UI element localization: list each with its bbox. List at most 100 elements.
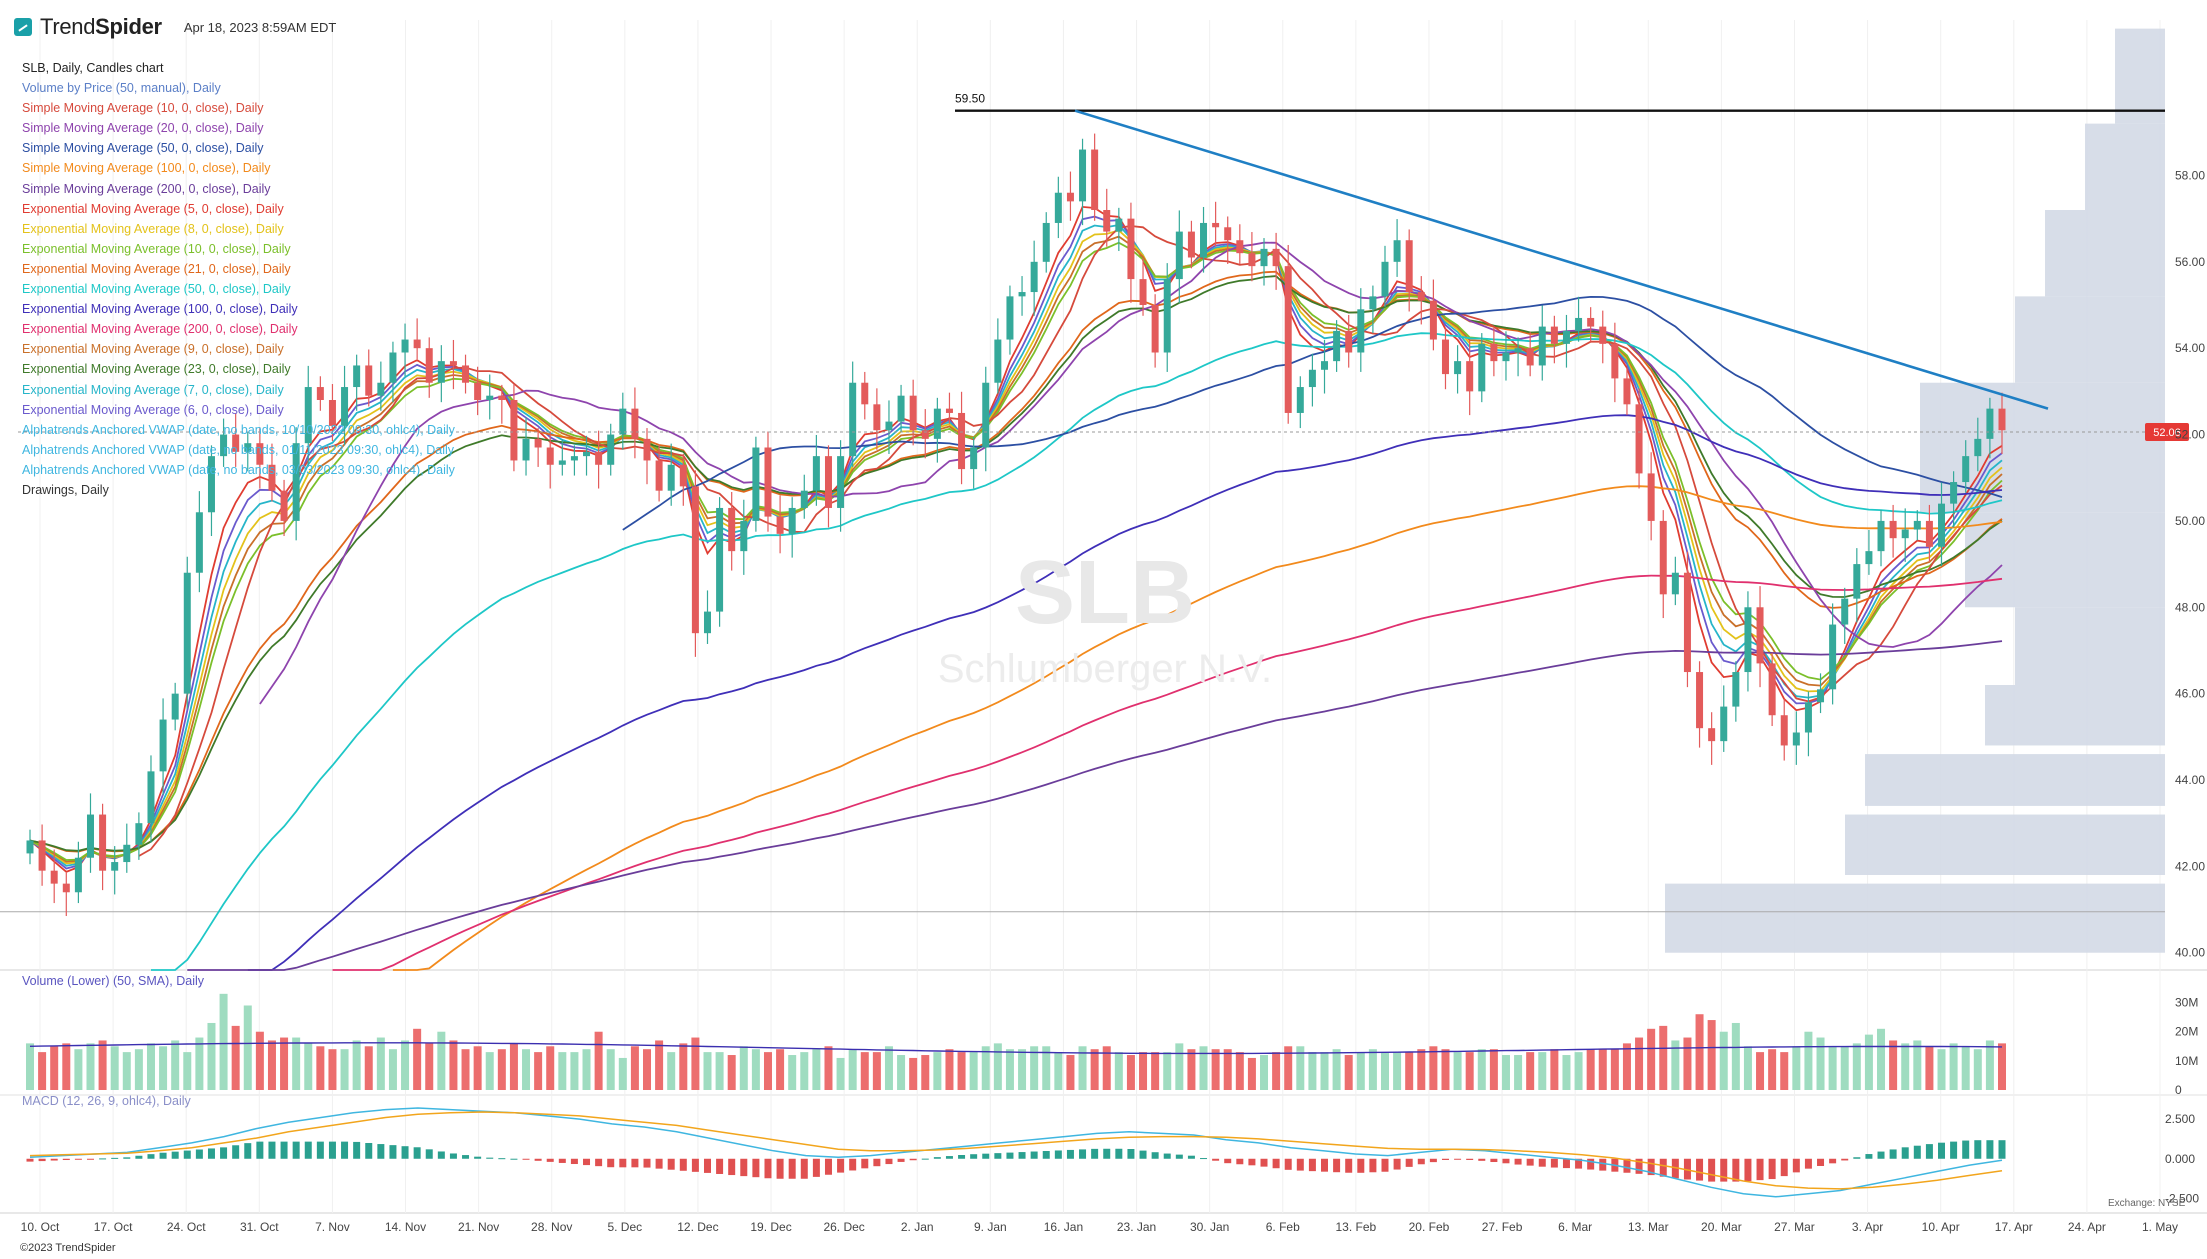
legend-item[interactable]: Exponential Moving Average (8, 0, close)… <box>22 221 284 236</box>
legend-item[interactable]: Simple Moving Average (50, 0, close), Da… <box>22 141 264 156</box>
macd-histogram-bar <box>1296 1158 1304 1171</box>
candle-body <box>679 464 687 487</box>
candle-body <box>643 438 651 461</box>
volume-axis-label: 20M <box>2175 1025 2198 1039</box>
candle-body <box>945 408 953 413</box>
macd-histogram-bar <box>837 1158 845 1173</box>
candle-body <box>1454 361 1462 375</box>
time-axis-label: 13. Feb <box>1336 1220 1377 1234</box>
candle-body <box>558 460 566 465</box>
candle-body <box>1115 218 1123 232</box>
candle-body <box>1405 240 1413 293</box>
macd-histogram-bar <box>1708 1158 1716 1182</box>
price-axis-label: 46.00 <box>2175 687 2205 701</box>
macd-histogram-bar <box>304 1141 312 1159</box>
legend-item[interactable]: Exponential Moving Average (21, 0, close… <box>22 261 291 276</box>
candle-body <box>570 456 578 461</box>
volume-bar <box>1804 1031 1813 1090</box>
candle-body <box>183 572 191 694</box>
volume-bar <box>703 1052 712 1090</box>
volume-by-price-bar <box>2015 296 2165 383</box>
candle-body <box>1901 529 1909 539</box>
legend-item[interactable]: Exponential Moving Average (50, 0, close… <box>22 282 291 297</box>
volume-bar <box>546 1046 555 1090</box>
macd-histogram-bar <box>667 1158 675 1170</box>
legend-item[interactable]: Simple Moving Average (20, 0, close), Da… <box>22 121 264 136</box>
macd-histogram-bar <box>449 1153 457 1159</box>
time-axis-label: 14. Nov <box>385 1220 426 1234</box>
candle-body <box>1720 706 1728 742</box>
legend-item[interactable]: Exponential Moving Average (10, 0, close… <box>22 241 291 256</box>
candle-body <box>583 451 591 457</box>
candle-body <box>1804 702 1812 733</box>
volume-bar <box>945 1049 954 1090</box>
legend-item[interactable]: Exponential Moving Average (7, 0, close)… <box>22 382 284 397</box>
macd-histogram-bar <box>292 1141 300 1159</box>
macd-histogram-bar <box>1284 1158 1292 1170</box>
volume-bar <box>1417 1049 1426 1090</box>
moving-average-line <box>29 224 2003 867</box>
volume-bar <box>425 1043 434 1090</box>
candle-body <box>207 456 215 513</box>
volume-by-price-bar <box>1665 883 2165 953</box>
candle-body <box>728 507 736 552</box>
volume-bar <box>1187 1049 1196 1090</box>
moving-average-line <box>29 241 2003 861</box>
legend-item[interactable]: Simple Moving Average (10, 0, close), Da… <box>22 101 264 116</box>
volume-bar <box>1332 1049 1341 1090</box>
time-axis-label: 20. Feb <box>1409 1220 1450 1234</box>
legend-item[interactable]: Exponential Moving Average (100, 0, clos… <box>22 302 298 317</box>
macd-histogram-bar <box>776 1158 784 1179</box>
volume-bar <box>836 1057 845 1090</box>
volume-by-price-bar <box>1985 685 2165 746</box>
legend-item[interactable]: Exponential Moving Average (200, 0, clos… <box>22 322 298 337</box>
candle-body <box>1212 222 1220 228</box>
legend-item[interactable]: Exponential Moving Average (23, 0, close… <box>22 362 291 377</box>
moving-average-line <box>187 640 2003 971</box>
volume-bar <box>26 1043 34 1090</box>
legend-item[interactable]: Exponential Moving Average (5, 0, close)… <box>22 201 284 216</box>
candle-body <box>1732 672 1740 707</box>
price-axis-label: 42.00 <box>2175 859 2205 873</box>
volume-bar <box>1211 1049 1220 1090</box>
macd-histogram-bar <box>1562 1158 1570 1169</box>
legend-item[interactable]: Drawings, Daily <box>22 482 109 497</box>
volume-bar <box>618 1057 627 1090</box>
legend-item[interactable]: Alphatrends Anchored VWAP (date, no band… <box>22 422 455 437</box>
legend-item[interactable]: Exponential Moving Average (9, 0, close)… <box>22 342 284 357</box>
macd-histogram-bar <box>425 1149 433 1159</box>
macd-histogram-bar <box>1732 1158 1740 1182</box>
time-axis-label: 3. Apr <box>1852 1220 1883 1234</box>
macd-histogram-bar <box>328 1141 336 1159</box>
volume-bar <box>993 1043 1002 1090</box>
macd-histogram-bar <box>1066 1149 1074 1159</box>
volume-bar <box>1840 1046 1849 1090</box>
volume-bar <box>388 1049 397 1090</box>
volume-bar <box>219 993 228 1090</box>
trendline <box>1074 109 2049 410</box>
macd-histogram-bar <box>740 1158 748 1177</box>
legend-item[interactable]: Volume by Price (50, manual), Daily <box>22 81 221 96</box>
legend-item[interactable]: Alphatrends Anchored VWAP (date, no band… <box>22 462 455 477</box>
macd-histogram-bar <box>1308 1158 1316 1172</box>
candle-body <box>1526 348 1534 366</box>
macd-histogram-bar <box>50 1158 58 1161</box>
volume-bar <box>812 1049 821 1090</box>
legend-item[interactable]: Simple Moving Average (200, 0, close), D… <box>22 181 271 196</box>
macd-histogram-bar <box>1829 1158 1837 1164</box>
candle-body <box>667 464 675 491</box>
legend-item[interactable]: Alphatrends Anchored VWAP (date, no band… <box>22 442 454 457</box>
macd-histogram-bar <box>679 1158 687 1171</box>
macd-histogram-bar <box>570 1158 578 1165</box>
macd-histogram-bar <box>1333 1158 1341 1173</box>
volume-bar <box>1078 1046 1087 1090</box>
candle-body <box>873 404 881 431</box>
volume-bar <box>340 1049 349 1090</box>
legend-item[interactable]: Simple Moving Average (100, 0, close), D… <box>22 161 271 176</box>
volume-bar <box>159 1046 168 1090</box>
legend-item[interactable]: Exponential Moving Average (6, 0, close)… <box>22 402 284 417</box>
volume-bar <box>267 1040 276 1090</box>
volume-bar <box>1018 1049 1027 1090</box>
macd-histogram-bar <box>1248 1158 1256 1166</box>
volume-bar <box>1320 1052 1329 1090</box>
